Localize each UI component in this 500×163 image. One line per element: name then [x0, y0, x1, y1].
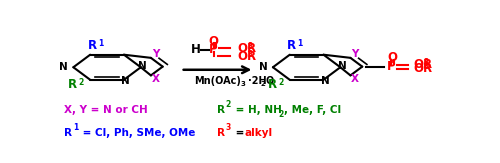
Text: = Cl, Ph, SMe, OMe: = Cl, Ph, SMe, OMe: [79, 127, 196, 138]
Text: 1: 1: [72, 123, 78, 132]
Text: Mn(OAc): Mn(OAc): [194, 76, 241, 86]
Text: 1: 1: [98, 39, 103, 48]
Text: H: H: [191, 43, 201, 56]
Text: N: N: [60, 62, 68, 72]
Text: N: N: [259, 62, 268, 72]
Text: P: P: [387, 60, 396, 73]
Text: Y: Y: [352, 49, 359, 59]
Text: OR: OR: [237, 50, 256, 63]
Text: =: =: [232, 127, 248, 138]
Text: 3: 3: [240, 81, 245, 87]
Text: X: X: [351, 74, 359, 84]
Text: R: R: [88, 39, 96, 52]
Text: 3: 3: [424, 58, 429, 67]
Text: R: R: [218, 127, 226, 138]
Text: P: P: [210, 43, 218, 56]
Text: R: R: [68, 78, 78, 91]
Text: N: N: [338, 61, 346, 71]
Text: , Me, F, Cl: , Me, F, Cl: [284, 105, 342, 115]
Text: O: O: [208, 35, 218, 48]
Text: R: R: [218, 105, 226, 115]
Text: 3: 3: [248, 50, 253, 59]
Text: 2: 2: [226, 100, 231, 109]
Text: N: N: [121, 76, 130, 86]
Text: R: R: [287, 39, 296, 52]
Text: N: N: [320, 76, 330, 86]
Text: = H, NH: = H, NH: [232, 105, 282, 115]
Text: 2: 2: [261, 81, 266, 87]
Text: OR: OR: [413, 62, 432, 75]
Text: R: R: [268, 78, 277, 91]
Text: ·2H: ·2H: [248, 76, 266, 86]
Text: 3: 3: [226, 123, 231, 132]
Text: X, Y = N or CH: X, Y = N or CH: [64, 105, 148, 115]
Text: R: R: [64, 127, 72, 138]
Text: OR: OR: [413, 58, 432, 71]
Text: Y: Y: [152, 49, 159, 59]
Text: alkyl: alkyl: [244, 127, 273, 138]
Text: 2: 2: [278, 78, 283, 87]
Text: 3: 3: [248, 42, 253, 51]
Text: 2: 2: [278, 111, 283, 119]
Text: O: O: [266, 76, 274, 86]
Text: OR: OR: [237, 42, 256, 55]
Text: 3: 3: [424, 62, 429, 71]
Text: 1: 1: [298, 39, 303, 48]
Text: O: O: [388, 51, 398, 64]
Text: X: X: [152, 74, 160, 84]
Text: N: N: [138, 61, 146, 71]
Text: 2: 2: [78, 78, 84, 87]
